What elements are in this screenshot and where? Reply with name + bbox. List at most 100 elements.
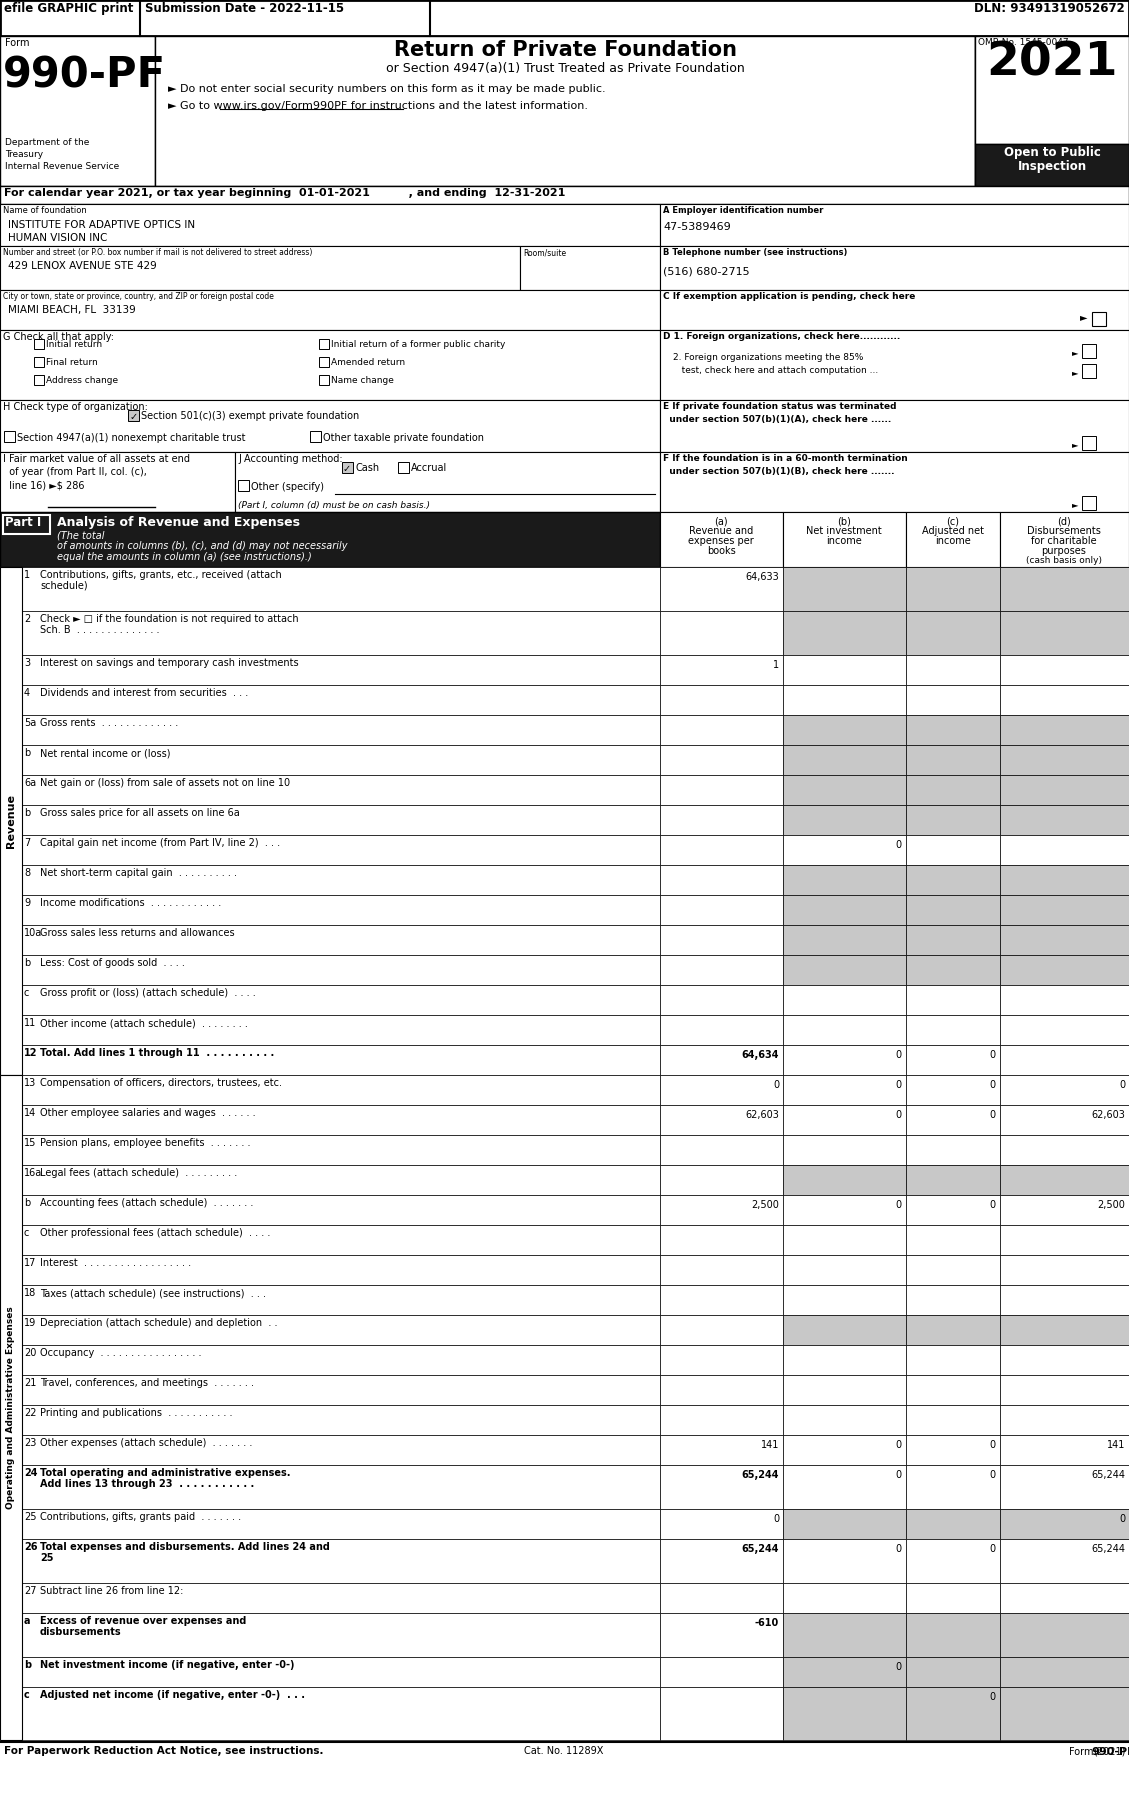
Text: Cash: Cash <box>355 464 379 473</box>
Bar <box>905 512 1000 566</box>
Bar <box>34 340 44 349</box>
Bar <box>1000 1613 1129 1658</box>
Text: Inspection: Inspection <box>1017 160 1086 173</box>
Bar <box>905 1016 1000 1045</box>
Bar <box>520 246 660 289</box>
Bar <box>784 985 905 1016</box>
Text: Legal fees (attach schedule)  . . . . . . . . .: Legal fees (attach schedule) . . . . . .… <box>40 1169 237 1178</box>
Text: ✓: ✓ <box>130 412 138 423</box>
Bar <box>21 685 660 716</box>
Bar <box>320 376 329 385</box>
Text: 0: 0 <box>773 1514 779 1525</box>
Bar <box>660 1582 784 1613</box>
Text: schedule): schedule) <box>40 581 88 592</box>
Text: of amounts in columns (b), (c), and (d) may not necessarily: of amounts in columns (b), (c), and (d) … <box>56 541 348 550</box>
Bar <box>905 1345 1000 1375</box>
Bar <box>21 1135 660 1165</box>
Bar <box>905 834 1000 865</box>
Text: Printing and publications  . . . . . . . . . . .: Printing and publications . . . . . . . … <box>40 1408 233 1419</box>
Bar <box>128 410 139 421</box>
Text: INSTITUTE FOR ADAPTIVE OPTICS IN: INSTITUTE FOR ADAPTIVE OPTICS IN <box>8 219 195 230</box>
Text: 1: 1 <box>24 570 30 581</box>
Text: Part I: Part I <box>5 516 42 529</box>
Text: I Fair market value of all assets at end: I Fair market value of all assets at end <box>3 455 190 464</box>
Bar <box>905 1375 1000 1404</box>
Text: G Check all that apply:: G Check all that apply: <box>3 333 114 342</box>
Bar <box>1082 363 1096 378</box>
Text: Subtract line 26 from line 12:: Subtract line 26 from line 12: <box>40 1586 183 1597</box>
Bar <box>784 924 905 955</box>
Text: Net investment income (if negative, enter -0-): Net investment income (if negative, ente… <box>40 1660 295 1670</box>
Bar <box>1000 1375 1129 1404</box>
Text: Name of foundation: Name of foundation <box>3 207 87 216</box>
Text: disbursements: disbursements <box>40 1627 122 1636</box>
Bar <box>784 775 905 806</box>
Bar <box>1092 313 1106 325</box>
Bar <box>5 432 15 442</box>
Bar <box>310 432 321 442</box>
Bar <box>905 611 1000 654</box>
Bar <box>320 358 329 367</box>
Bar <box>1000 1509 1129 1539</box>
Bar <box>905 654 1000 685</box>
Bar <box>660 566 784 611</box>
Bar <box>155 36 975 185</box>
Text: For calendar year 2021, or tax year beginning  01-01-2021          , and ending : For calendar year 2021, or tax year begi… <box>5 189 566 198</box>
Text: Form: Form <box>5 38 29 49</box>
Text: Revenue: Revenue <box>6 795 16 849</box>
Bar <box>660 1539 784 1582</box>
Bar <box>660 865 784 895</box>
Text: 0: 0 <box>990 1081 996 1090</box>
Text: 21: 21 <box>24 1377 36 1388</box>
Bar <box>784 1613 905 1658</box>
Text: HUMAN VISION INC: HUMAN VISION INC <box>8 234 107 243</box>
Text: 20: 20 <box>24 1348 36 1357</box>
Text: 2: 2 <box>24 613 30 624</box>
Bar <box>905 1045 1000 1075</box>
Text: Sch. B  . . . . . . . . . . . . . .: Sch. B . . . . . . . . . . . . . . <box>40 626 159 635</box>
Bar <box>21 924 660 955</box>
Bar <box>21 1404 660 1435</box>
Text: b: b <box>24 748 30 759</box>
Bar <box>784 1375 905 1404</box>
Text: 1: 1 <box>773 660 779 671</box>
Bar <box>660 1016 784 1045</box>
Bar <box>660 1435 784 1465</box>
Bar <box>1000 1435 1129 1465</box>
Text: 0: 0 <box>990 1471 996 1480</box>
Text: 15: 15 <box>24 1138 36 1147</box>
Bar <box>1000 611 1129 654</box>
Text: Add lines 13 through 23  . . . . . . . . . . .: Add lines 13 through 23 . . . . . . . . … <box>40 1480 254 1489</box>
Text: F If the foundation is in a 60-month termination: F If the foundation is in a 60-month ter… <box>663 455 908 464</box>
Text: income: income <box>826 536 861 547</box>
Bar <box>784 1135 905 1165</box>
Bar <box>660 1509 784 1539</box>
Bar <box>1000 685 1129 716</box>
Bar <box>0 451 235 512</box>
Text: 0: 0 <box>990 1050 996 1061</box>
Text: 11: 11 <box>24 1018 36 1028</box>
Bar <box>0 1075 21 1740</box>
Text: 2,500: 2,500 <box>751 1199 779 1210</box>
Text: 0: 0 <box>990 1109 996 1120</box>
Text: Section 4947(a)(1) nonexempt charitable trust: Section 4947(a)(1) nonexempt charitable … <box>17 433 245 442</box>
Text: c: c <box>24 987 29 998</box>
Text: DLN: 93491319052672: DLN: 93491319052672 <box>974 2 1124 14</box>
Bar <box>21 1465 660 1509</box>
Bar <box>660 1255 784 1286</box>
Text: Interest  . . . . . . . . . . . . . . . . . .: Interest . . . . . . . . . . . . . . . .… <box>40 1259 191 1268</box>
Bar <box>784 1435 905 1465</box>
Bar <box>660 1045 784 1075</box>
Bar <box>660 985 784 1016</box>
Text: b: b <box>24 1197 30 1208</box>
Bar <box>1000 1465 1129 1509</box>
Bar <box>1000 1314 1129 1345</box>
Bar <box>905 685 1000 716</box>
Text: 990-PF: 990-PF <box>1091 1748 1129 1757</box>
Bar <box>660 685 784 716</box>
Bar <box>660 1613 784 1658</box>
Text: Form: Form <box>1069 1748 1096 1757</box>
Text: 65,244: 65,244 <box>742 1544 779 1553</box>
Text: City or town, state or province, country, and ZIP or foreign postal code: City or town, state or province, country… <box>3 291 274 300</box>
Text: 8: 8 <box>24 868 30 877</box>
